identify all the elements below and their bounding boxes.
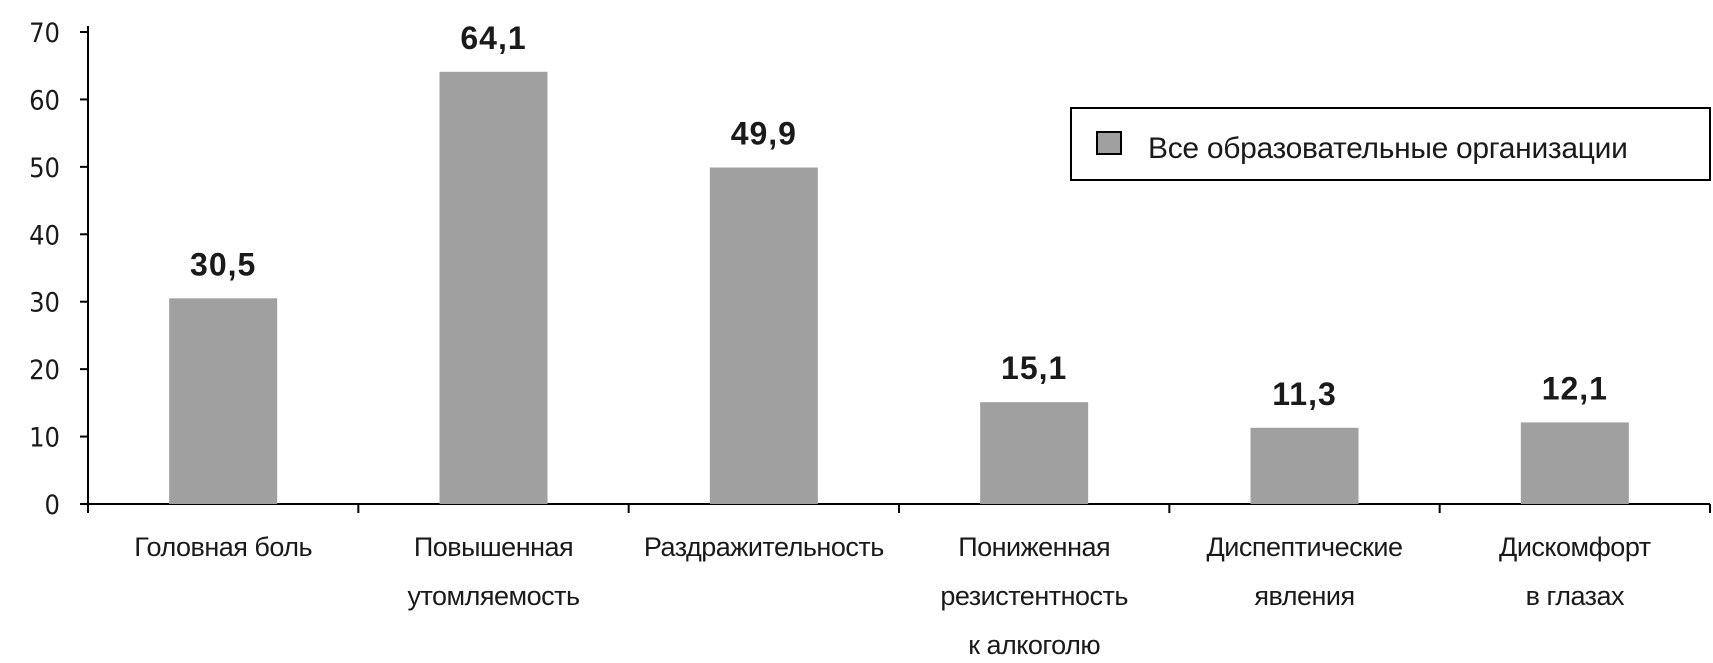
category-label: утомляемость [407,581,579,611]
category-label: Головная боль [134,532,312,562]
legend-swatch [1096,131,1122,155]
category-label: Раздражительность [644,532,884,562]
bar [709,167,818,504]
bar-value-label: 30,5 [190,246,256,282]
category-label: явления [1254,581,1354,611]
category-label: в глазах [1526,581,1625,611]
category-label: Повышенная [414,532,573,562]
bar-value-label: 49,9 [731,116,797,152]
bar [439,71,548,504]
legend: Все образовательные организации [1070,107,1711,181]
category-label: Дискомфорт [1499,532,1651,562]
y-tick-label: 60 [29,85,60,116]
bar-value-label: 12,1 [1542,370,1608,406]
bar [980,402,1089,504]
bar [169,298,278,504]
y-tick-label: 20 [29,355,60,386]
legend-label: Все образовательные организации [1148,132,1628,165]
category-label: Диспептические [1206,532,1402,562]
category-label: к алкоголю [968,630,1100,660]
bar [1520,422,1629,504]
y-tick-label: 10 [29,423,60,454]
category-labels: Головная боль Повышенная утомляемость Раздр… [134,532,1651,660]
y-tick-label: 50 [29,153,60,184]
y-tick-label: 40 [29,220,60,251]
y-tick-label: 30 [29,288,60,319]
x-axis [87,503,1711,513]
bar-value-label: 64,1 [460,20,526,56]
bar [1250,427,1359,504]
bars [169,71,1629,504]
category-label: Пониженная [958,532,1110,562]
y-tick-label: 70 [29,18,60,49]
value-labels: 30,5 64,1 49,9 15,1 11,3 12,1 [190,20,1608,412]
legend-box [1070,107,1711,181]
category-label: резистентность [940,581,1128,611]
y-axis: 0 10 20 30 40 50 60 70 [29,18,89,521]
bar-value-label: 15,1 [1001,350,1067,386]
bar-value-label: 11,3 [1272,376,1337,412]
y-tick-label: 0 [45,490,60,521]
